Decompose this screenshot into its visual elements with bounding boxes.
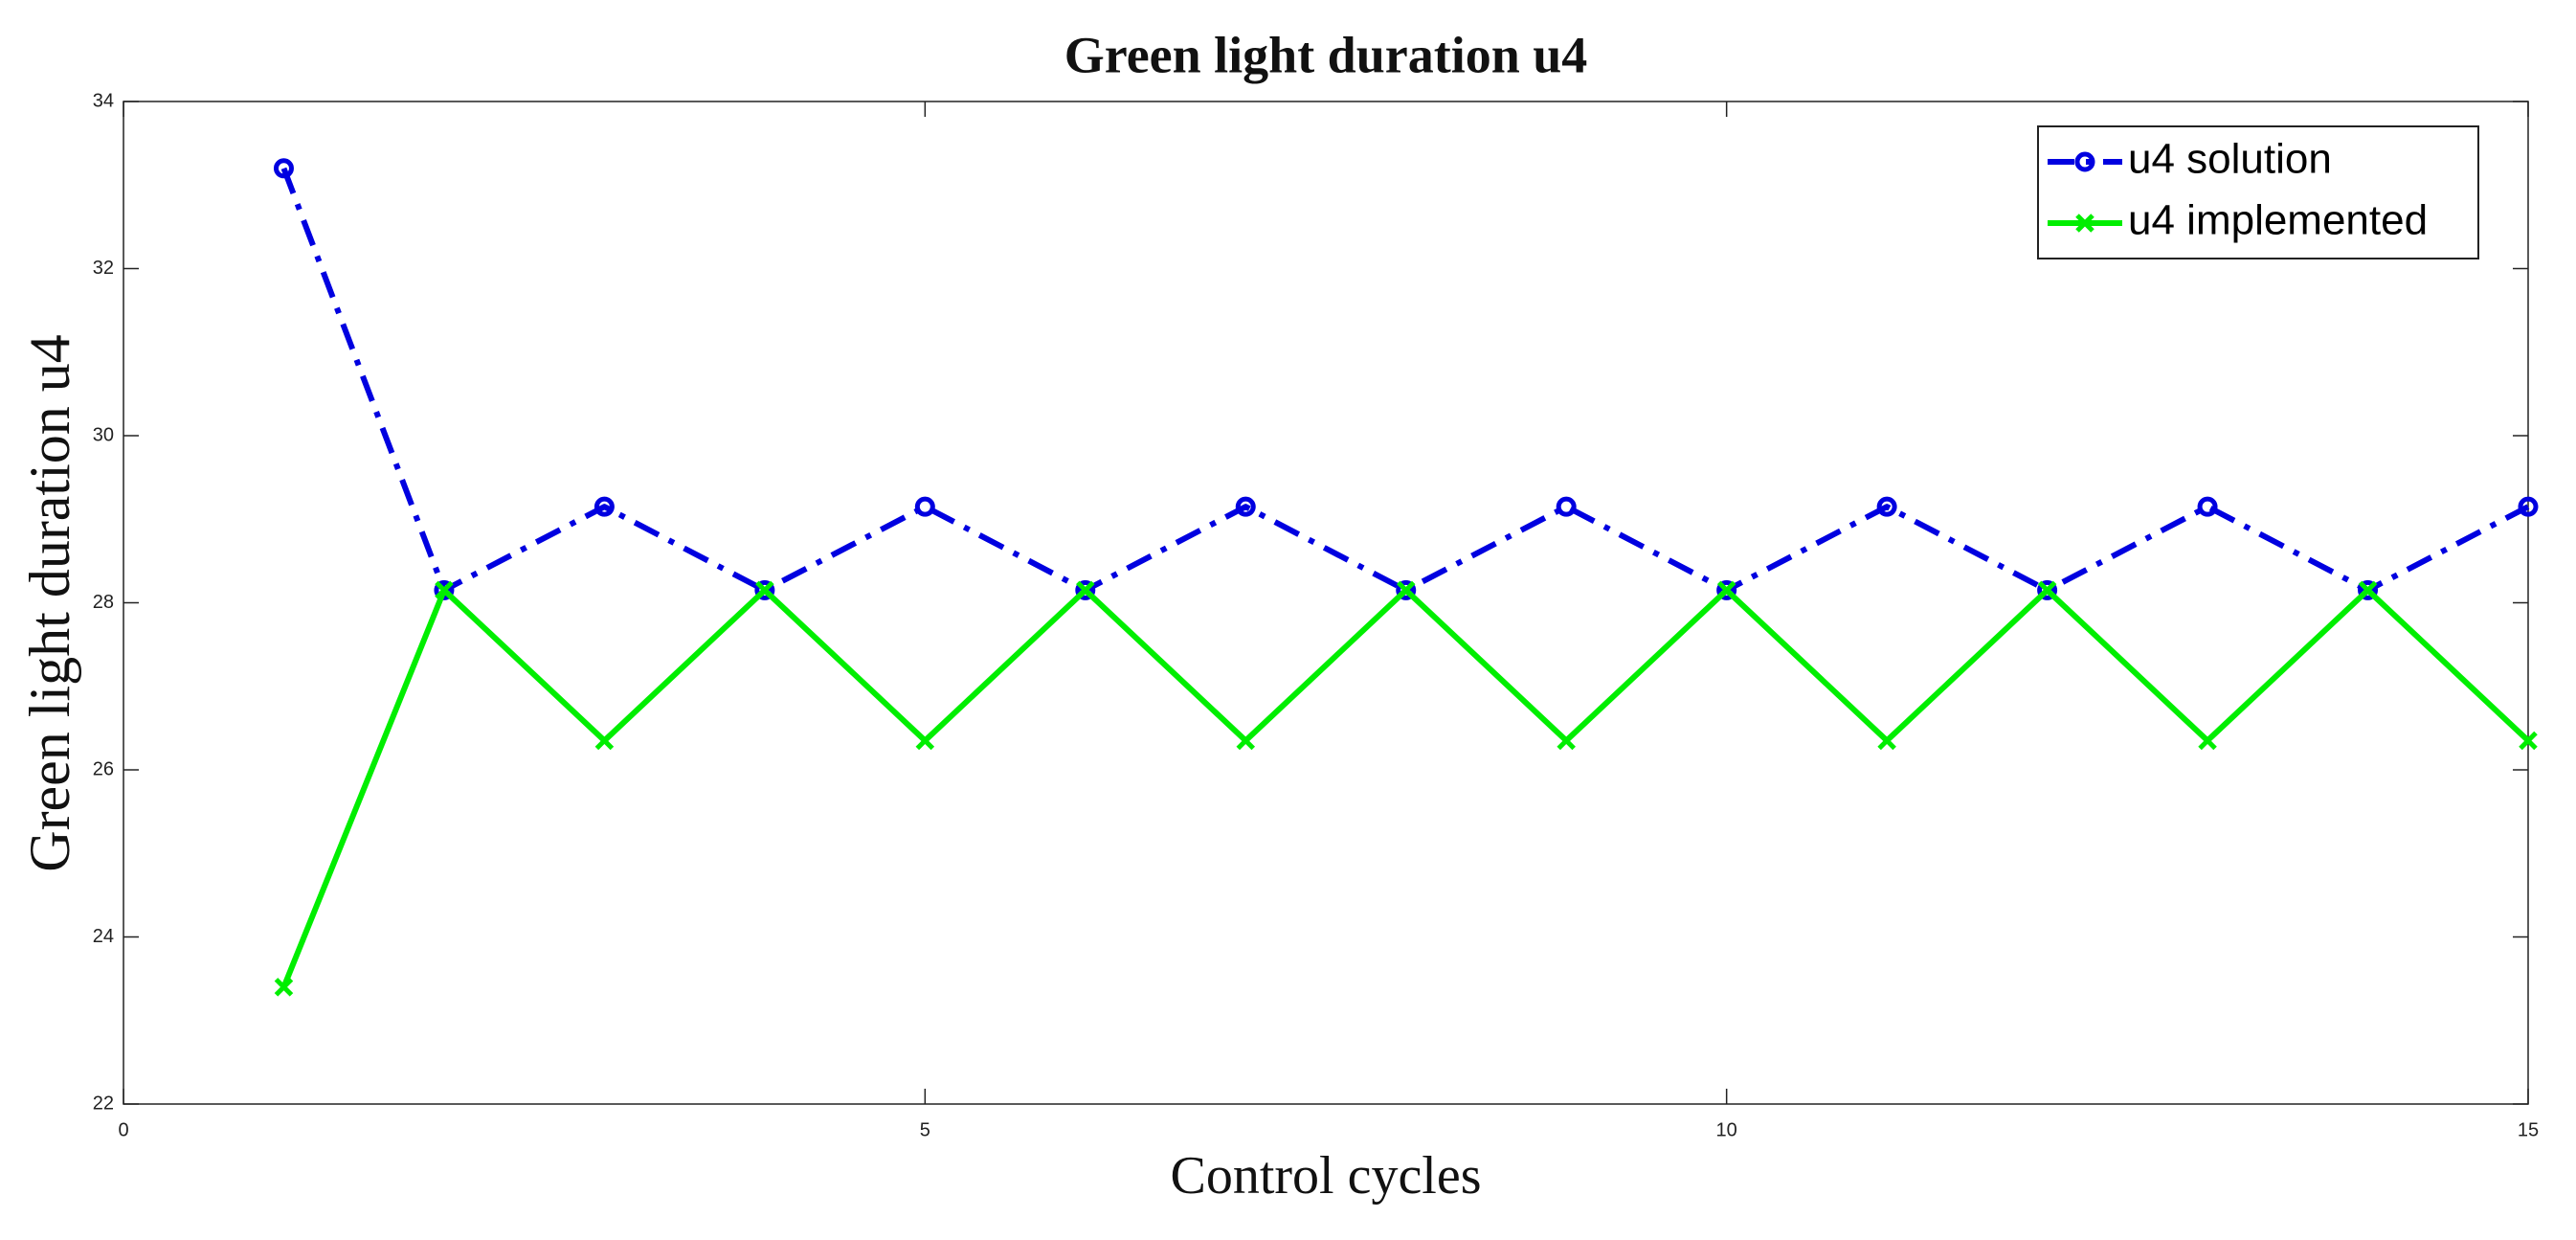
y-tick-label: 30 bbox=[93, 424, 114, 445]
x-tick-label: 5 bbox=[920, 1119, 930, 1140]
data-point bbox=[1396, 579, 1417, 600]
data-point bbox=[1716, 579, 1737, 600]
y-tick-label: 32 bbox=[93, 258, 114, 279]
data-point bbox=[1876, 496, 1897, 517]
data-point bbox=[1076, 580, 1095, 600]
data-point bbox=[2198, 731, 2217, 751]
data-point bbox=[273, 158, 294, 179]
data-point bbox=[2358, 579, 2379, 600]
legend-label: u4 implemented bbox=[2128, 197, 2428, 244]
data-point bbox=[1235, 496, 1256, 517]
data-point bbox=[1396, 580, 1416, 600]
data-point bbox=[914, 496, 935, 517]
data-point bbox=[1716, 580, 1736, 600]
data-point bbox=[1236, 731, 1256, 751]
data-point bbox=[2037, 580, 2057, 600]
y-tick-label: 26 bbox=[93, 758, 114, 779]
data-point bbox=[594, 496, 615, 517]
y-tick-label: 24 bbox=[93, 926, 114, 947]
data-point bbox=[1075, 579, 1096, 600]
series-line bbox=[280, 167, 2530, 594]
data-point bbox=[274, 978, 294, 997]
data-point bbox=[2197, 496, 2218, 517]
x-tick-label: 0 bbox=[118, 1119, 128, 1140]
y-tick-label: 34 bbox=[93, 90, 114, 111]
x-axis-label: Control cycles bbox=[1170, 1146, 1481, 1206]
y-tick-label: 28 bbox=[93, 592, 114, 613]
data-point bbox=[435, 580, 454, 600]
legend-marker bbox=[2074, 151, 2095, 172]
y-tick-label: 22 bbox=[93, 1093, 114, 1114]
data-point bbox=[2519, 731, 2538, 751]
data-point bbox=[594, 731, 615, 751]
legend-box bbox=[2037, 125, 2479, 259]
x-tick-label: 15 bbox=[2518, 1119, 2539, 1140]
data-point bbox=[2037, 579, 2058, 600]
data-point bbox=[755, 580, 774, 600]
y-axis-label: Green light duration u4 bbox=[18, 334, 81, 872]
data-point bbox=[915, 731, 935, 751]
data-point bbox=[1556, 496, 1577, 517]
legend-marker bbox=[2075, 214, 2094, 233]
data-point bbox=[754, 579, 775, 600]
data-point bbox=[1557, 731, 1576, 751]
data-point bbox=[2518, 496, 2539, 517]
x-tick-label: 10 bbox=[1716, 1119, 1737, 1140]
chart-title: Green light duration u4 bbox=[1064, 26, 1588, 83]
legend-label: u4 solution bbox=[2128, 136, 2332, 183]
data-point bbox=[2358, 580, 2378, 600]
data-point bbox=[1877, 731, 1896, 751]
